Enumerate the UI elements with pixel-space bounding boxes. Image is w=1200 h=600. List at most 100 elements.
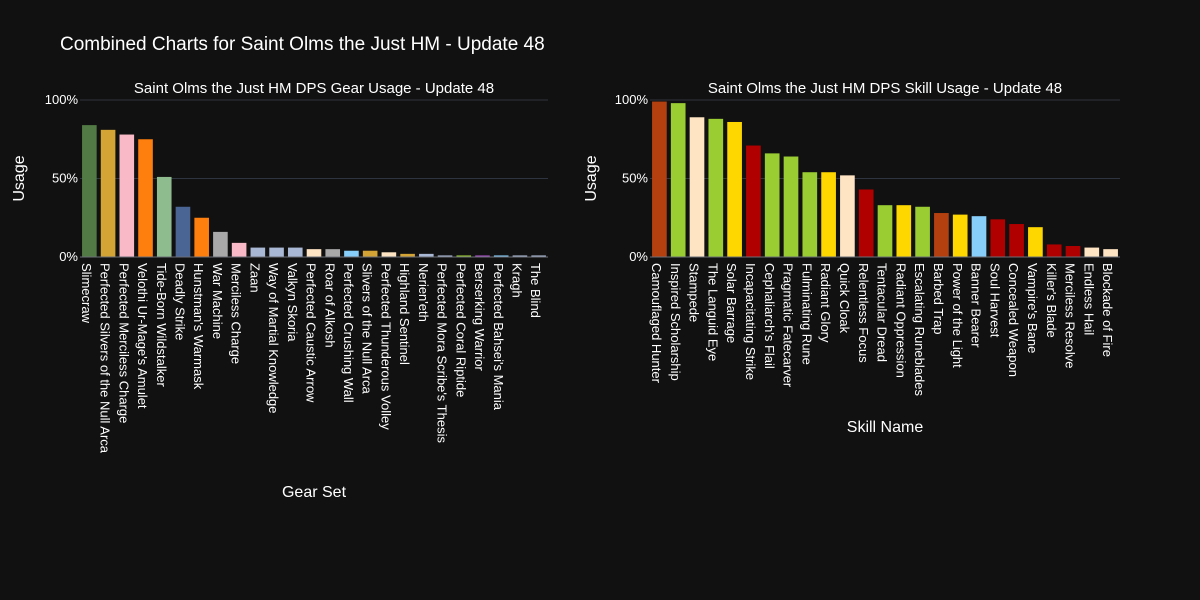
skill-bar bbox=[971, 216, 987, 257]
gear-bar bbox=[512, 255, 528, 257]
skill-bar bbox=[1103, 249, 1118, 257]
skill-y-axis-title: Usage bbox=[583, 155, 600, 201]
skill-y-tick-label: 50% bbox=[622, 171, 648, 186]
skill-category-label: Stampede bbox=[687, 263, 702, 322]
gear-y-tick-label: 100% bbox=[45, 92, 79, 107]
gear-category-label: Perfected Silvers of the Null Arca bbox=[98, 263, 113, 454]
gear-bar bbox=[306, 249, 322, 257]
gear-chart-title: Saint Olms the Just HM DPS Gear Usage - … bbox=[134, 80, 494, 97]
skill-bar bbox=[652, 101, 667, 257]
skill-y-tick-label: 0% bbox=[629, 249, 648, 264]
gear-category-label: Perfected Caustic Arrow bbox=[304, 263, 319, 403]
skill-category-label: Radiant Glory bbox=[818, 263, 833, 343]
skill-y-tick-label: 100% bbox=[615, 92, 649, 107]
gear-chart: Saint Olms the Just HM DPS Gear Usage - … bbox=[11, 80, 548, 501]
gear-x-axis-title: Gear Set bbox=[282, 484, 347, 501]
skill-chart: Saint Olms the Just HM DPS Skill Usage -… bbox=[583, 80, 1120, 436]
gear-bar bbox=[119, 134, 135, 257]
skill-bar bbox=[1028, 227, 1043, 257]
gear-bar bbox=[475, 255, 490, 257]
gear-y-tick-label: 50% bbox=[52, 171, 78, 186]
skill-category-label: Quick Cloak bbox=[837, 263, 852, 334]
main-title: Combined Charts for Saint Olms the Just … bbox=[60, 34, 545, 55]
skill-bar bbox=[670, 103, 686, 257]
gear-category-label: Hunstman's Warmask bbox=[191, 263, 206, 390]
gear-category-label: Berserking Warrior bbox=[472, 263, 487, 372]
gear-bar bbox=[437, 255, 453, 257]
skill-category-label: Blockade of Fire bbox=[1100, 263, 1115, 357]
skill-bar bbox=[764, 153, 780, 257]
gear-bar bbox=[175, 206, 191, 257]
gear-bar bbox=[493, 255, 509, 257]
skill-category-label: Banner Bearer bbox=[969, 263, 984, 348]
gear-bar bbox=[213, 231, 228, 257]
skill-bar bbox=[990, 219, 1006, 257]
skill-category-label: Relentless Focus bbox=[856, 263, 871, 363]
skill-category-label: Merciless Resolve bbox=[1063, 263, 1078, 368]
gear-bar bbox=[456, 255, 472, 257]
skill-x-axis-title: Skill Name bbox=[847, 419, 924, 436]
skill-bar bbox=[1009, 224, 1024, 257]
skill-category-label: Camouflaged Hunter bbox=[649, 263, 664, 384]
gear-bar bbox=[194, 217, 209, 257]
skill-bar bbox=[821, 172, 836, 257]
gear-bar bbox=[419, 253, 434, 257]
skill-bar bbox=[1046, 244, 1062, 257]
gear-bar bbox=[156, 176, 172, 257]
gear-bar bbox=[138, 139, 153, 257]
gear-category-label: Way of Martial Knowledge bbox=[266, 263, 281, 414]
gear-y-axis-title: Usage bbox=[11, 155, 28, 201]
gear-category-label: Slimecraw bbox=[79, 263, 94, 324]
gear-category-label: Zaan bbox=[247, 263, 262, 293]
gear-category-label: Perfected Thunderous Volley bbox=[378, 263, 393, 430]
gear-category-label: Highland Sentinel bbox=[397, 263, 412, 365]
gear-category-label: Valkyn Skoria bbox=[285, 263, 300, 342]
skill-bar bbox=[840, 175, 855, 257]
skill-category-label: Killer's Blade bbox=[1044, 263, 1059, 338]
gear-bar bbox=[231, 242, 247, 257]
gear-y-tick-label: 0% bbox=[59, 249, 78, 264]
skill-category-label: The Languid Eye bbox=[705, 263, 720, 361]
skill-category-label: Radiant Oppression bbox=[893, 263, 908, 378]
skill-bar bbox=[708, 118, 724, 257]
gear-category-label: Tide-Born Wildstalker bbox=[154, 263, 169, 387]
gear-category-label: Kragh bbox=[509, 263, 524, 298]
gear-bar bbox=[325, 249, 341, 257]
gear-bar bbox=[344, 250, 359, 257]
skill-chart-title: Saint Olms the Just HM DPS Skill Usage -… bbox=[708, 80, 1062, 97]
skill-category-label: Endless Hail bbox=[1081, 263, 1096, 335]
gear-bar bbox=[100, 129, 116, 257]
skill-bar bbox=[783, 156, 799, 257]
gear-category-label: The Blind bbox=[528, 263, 543, 318]
gear-category-label: Roar of Alkosh bbox=[322, 263, 337, 348]
skill-category-label: Cephaliarch's Flail bbox=[762, 263, 777, 369]
skill-bar bbox=[802, 172, 818, 257]
skill-bar bbox=[896, 205, 912, 257]
skill-bar bbox=[877, 205, 893, 257]
skill-bar bbox=[727, 121, 742, 257]
gear-category-label: Nerien'eth bbox=[416, 263, 431, 322]
skill-category-label: Power of the Light bbox=[950, 263, 965, 368]
gear-category-label: Perfected Coral Riptide bbox=[453, 263, 468, 397]
gear-bar bbox=[287, 247, 303, 257]
gear-bar bbox=[531, 255, 546, 257]
gear-category-label: Perfected Mora Scribe's Thesis bbox=[435, 263, 450, 443]
skill-category-label: Inspired Scholarship bbox=[668, 263, 683, 381]
gear-bar bbox=[362, 250, 378, 257]
gear-bar bbox=[400, 253, 415, 257]
skill-category-label: Solar Barrage bbox=[724, 263, 739, 343]
skill-category-label: Fulminating Rune bbox=[799, 263, 814, 365]
gear-bar bbox=[82, 125, 97, 258]
skill-bar bbox=[1065, 246, 1081, 257]
gear-bar bbox=[381, 252, 397, 257]
skill-category-label: Pragmatic Fatecarver bbox=[781, 263, 796, 388]
gear-category-label: Perfected Merciless Charge bbox=[116, 263, 131, 423]
skill-category-label: Incapacitating Strike bbox=[743, 263, 758, 380]
gear-category-label: Merciless Charge bbox=[229, 263, 244, 364]
skill-category-label: Escalating Runeblades bbox=[912, 263, 927, 396]
skill-bar bbox=[915, 206, 930, 257]
gear-bar bbox=[250, 247, 266, 257]
skill-category-label: Barbed Trap bbox=[931, 263, 946, 335]
